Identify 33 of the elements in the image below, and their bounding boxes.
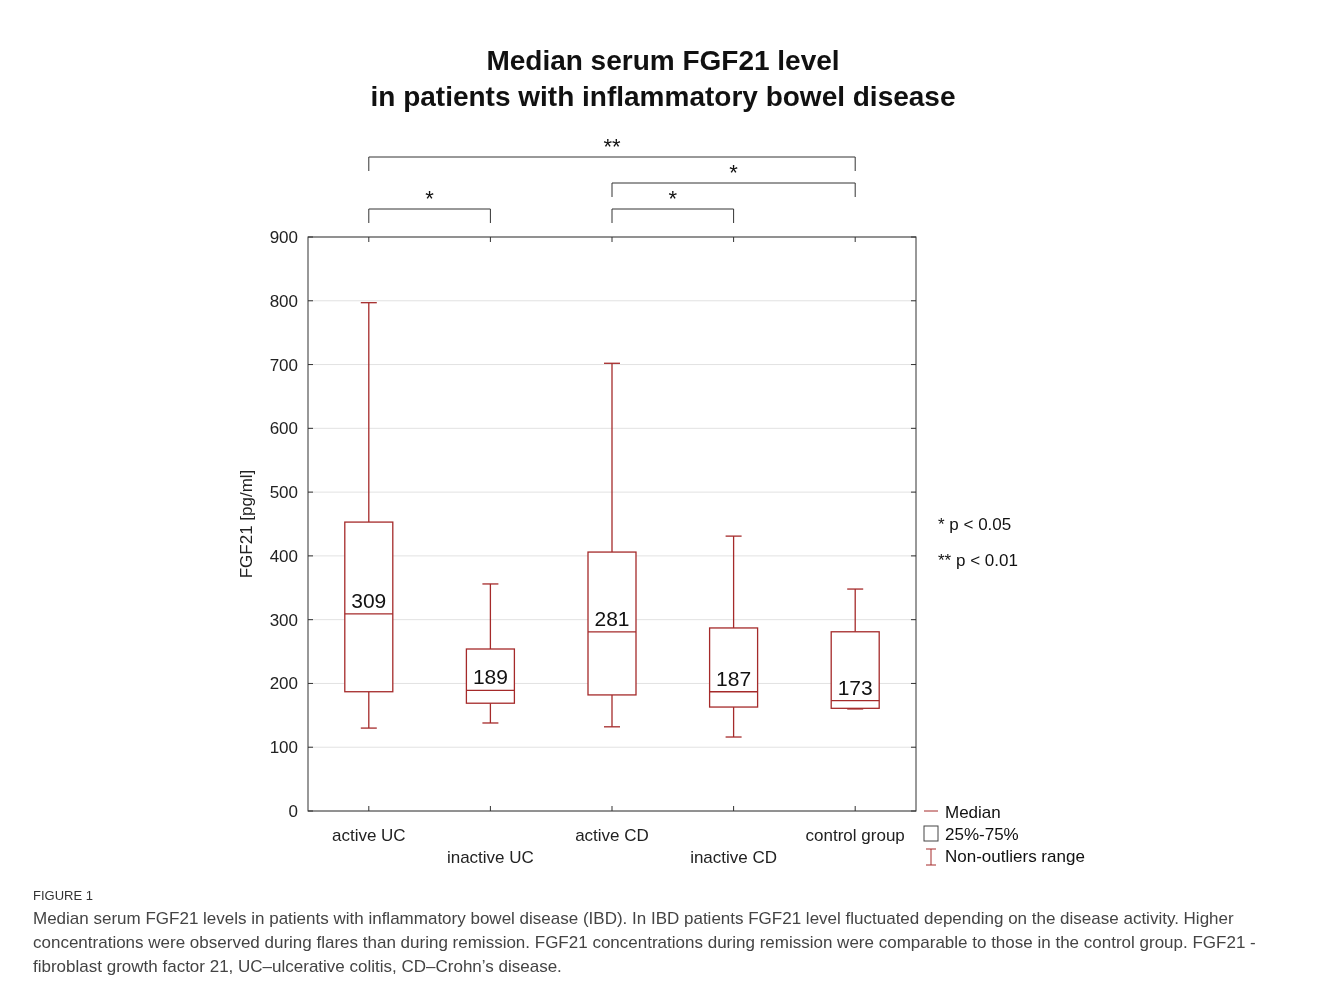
y-tick-label: 200 (269, 674, 298, 694)
text: ** (603, 134, 621, 159)
text: * p < 0.05 (938, 515, 1012, 534)
y-tick-label: 700 (269, 355, 298, 375)
text: * (729, 160, 739, 185)
text: 25%-75% (945, 825, 1019, 844)
text: Median (945, 803, 1001, 822)
y-tick-label: 100 (269, 738, 298, 758)
text: Median serum FGF21 levels in patients with inflammatory bowel disease (IBD). In IBD patients FGF21 level fluctuated depending on the disease activity. Higher concentrations were observed during flares than during remission. FGF21 concentrations during remission were comparable to those in the control group. FGF21 - fibroblast growth factor 21, UC–ulcerative colitis, CD–Crohn’s disease. (33, 908, 1257, 978)
y-tick-label: 800 (269, 291, 298, 311)
x-tick-label: active UC (331, 826, 406, 845)
y-tick-label: 0 (288, 802, 298, 821)
y-tick-label: 300 (269, 610, 298, 630)
y-tick-label: 900 (269, 228, 298, 247)
chart-title: Median serum FGF21 level in patients with inflammatory bowel disease (370, 45, 956, 112)
caption: FIGURE 1 (33, 888, 94, 903)
text: ** p < 0.01 (938, 551, 1018, 570)
text: * (668, 186, 678, 211)
x-tick-label: control group (805, 826, 905, 845)
annotation: 189 (472, 665, 508, 689)
y-tick-label: 500 (269, 483, 298, 503)
y-axis-title: FGF21 [pg/ml] (237, 469, 256, 579)
x-tick-label: active CD (575, 826, 649, 845)
x-tick-label: inactive CD (690, 848, 778, 867)
annotation: 173 (837, 675, 873, 699)
annotation: 187 (716, 666, 752, 690)
text: * (425, 186, 435, 211)
x-tick-label: inactive UC (446, 848, 534, 867)
annotation: 281 (594, 606, 630, 630)
y-tick-label: 600 (269, 419, 298, 439)
text: Non-outliers range (945, 847, 1085, 866)
annotation: 309 (351, 588, 387, 612)
y-tick-label: 400 (269, 546, 298, 566)
